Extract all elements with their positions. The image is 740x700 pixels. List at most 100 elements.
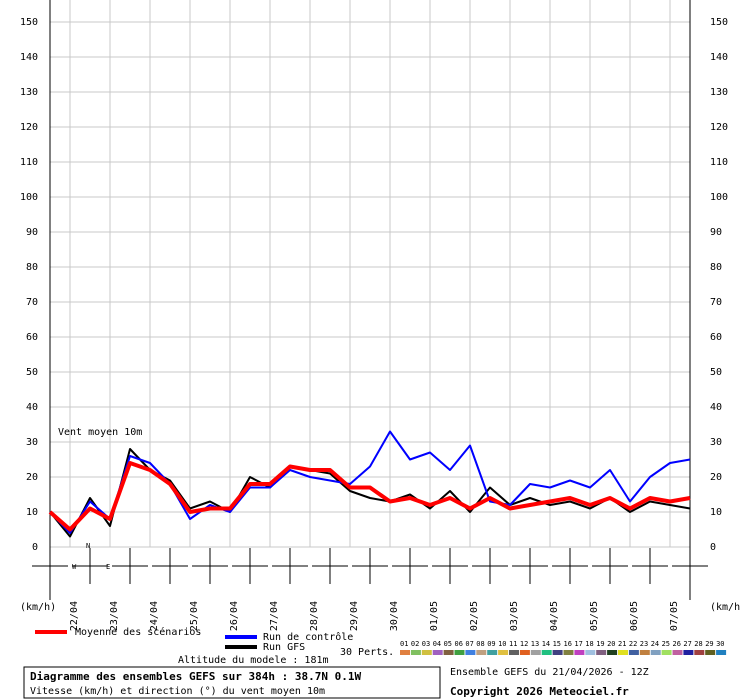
y-tick-label-right: 20 bbox=[710, 472, 722, 483]
y-tick-label: 20 bbox=[26, 472, 38, 483]
perturbation-label: 25 bbox=[662, 640, 670, 648]
legend-label: Moyenne des scénarios bbox=[75, 626, 201, 638]
x-tick-label: 26/04 bbox=[229, 601, 240, 631]
compass-e: E bbox=[106, 563, 110, 571]
perturbation-label: 01 bbox=[400, 640, 408, 648]
run-info: Ensemble GEFS du 21/04/2026 - 12Z bbox=[450, 667, 649, 678]
perturbation-swatch bbox=[650, 650, 661, 655]
perturbation-swatch bbox=[443, 650, 454, 655]
perturbation-swatch bbox=[683, 650, 694, 655]
perturbation-label: 17 bbox=[574, 640, 582, 648]
y-tick-label: 120 bbox=[20, 122, 38, 133]
y-tick-label: 80 bbox=[26, 262, 38, 273]
x-tick-label: 24/04 bbox=[149, 601, 160, 631]
perturbation-label: 08 bbox=[476, 640, 484, 648]
footer-title: Diagramme des ensembles GEFS sur 384h : … bbox=[30, 670, 362, 683]
perturbation-swatch bbox=[541, 650, 552, 655]
perturbation-swatch bbox=[432, 650, 443, 655]
y-tick-label-right: 100 bbox=[710, 192, 728, 203]
perturbation-label: 16 bbox=[564, 640, 572, 648]
perturbation-swatch bbox=[552, 650, 563, 655]
legend-label: Run GFS bbox=[263, 642, 305, 653]
perturbation-swatch bbox=[672, 650, 683, 655]
x-tick-label: 29/04 bbox=[349, 601, 360, 631]
y-tick-label: 150 bbox=[20, 17, 38, 28]
x-tick-label: 07/05 bbox=[669, 601, 680, 631]
perturbation-label: 28 bbox=[694, 640, 702, 648]
perturbation-swatch bbox=[705, 650, 716, 655]
legend-label: Run de contrôle bbox=[263, 631, 353, 643]
perturbation-swatch bbox=[410, 650, 421, 655]
y-tick-label: 130 bbox=[20, 87, 38, 98]
y-tick-label-right: 10 bbox=[710, 507, 722, 518]
y-tick-label: 60 bbox=[26, 332, 38, 343]
y-tick-label: 50 bbox=[26, 367, 38, 378]
unit-right: (km/h) bbox=[710, 602, 740, 613]
perturbation-swatch bbox=[661, 650, 672, 655]
y-tick-label-right: 60 bbox=[710, 332, 722, 343]
perturbations-label: 30 Perts. bbox=[340, 647, 394, 658]
perturbation-swatch bbox=[585, 650, 596, 655]
x-tick-label: 30/04 bbox=[389, 601, 400, 631]
perturbation-label: 05 bbox=[444, 640, 452, 648]
perturbation-label: 26 bbox=[673, 640, 681, 648]
perturbation-label: 02 bbox=[411, 640, 419, 648]
perturbation-swatch bbox=[487, 650, 498, 655]
perturbation-swatch bbox=[498, 650, 509, 655]
x-tick-label: 06/05 bbox=[629, 601, 640, 631]
x-tick-label: 04/05 bbox=[549, 601, 560, 631]
y-tick-label: 30 bbox=[26, 437, 38, 448]
perturbation-swatch bbox=[596, 650, 607, 655]
y-tick-label-right: 30 bbox=[710, 437, 722, 448]
perturbation-label: 20 bbox=[607, 640, 615, 648]
altitude: Altitude du modele : 181m bbox=[178, 655, 329, 666]
y-tick-label: 100 bbox=[20, 192, 38, 203]
perturbation-label: 14 bbox=[542, 640, 550, 648]
perturbation-swatch bbox=[628, 650, 639, 655]
perturbation-label: 29 bbox=[705, 640, 713, 648]
x-tick-label: 22/04 bbox=[69, 601, 80, 631]
perturbation-swatch bbox=[574, 650, 585, 655]
y-tick-label: 140 bbox=[20, 52, 38, 63]
y-tick-label-right: 110 bbox=[710, 157, 728, 168]
x-tick-label: 23/04 bbox=[109, 601, 120, 631]
footer-box bbox=[23, 666, 441, 699]
perturbation-label: 09 bbox=[487, 640, 495, 648]
annotation: Vent moyen 10m bbox=[58, 427, 142, 438]
perturbation-label: 15 bbox=[553, 640, 561, 648]
y-tick-label-right: 130 bbox=[710, 87, 728, 98]
perturbation-swatch bbox=[519, 650, 530, 655]
y-tick-label-right: 50 bbox=[710, 367, 722, 378]
y-tick-label: 70 bbox=[26, 297, 38, 308]
perturbation-swatch bbox=[509, 650, 519, 655]
x-tick-label: 05/05 bbox=[589, 601, 600, 631]
y-tick-label: 40 bbox=[26, 402, 38, 413]
perturbation-swatch bbox=[400, 650, 410, 655]
perturbation-label: 07 bbox=[465, 640, 473, 648]
y-tick-label-right: 70 bbox=[710, 297, 722, 308]
perturbation-label: 23 bbox=[640, 640, 648, 648]
perturbation-label: 03 bbox=[422, 640, 430, 648]
perturbation-label: 12 bbox=[520, 640, 528, 648]
perturbation-label: 18 bbox=[585, 640, 593, 648]
perturbation-label: 10 bbox=[498, 640, 506, 648]
compass-n: N bbox=[86, 542, 90, 550]
perturbation-label: 21 bbox=[618, 640, 626, 648]
y-tick-label-right: 0 bbox=[710, 542, 716, 553]
y-tick-label: 10 bbox=[26, 507, 38, 518]
y-tick-label-right: 140 bbox=[710, 52, 728, 63]
perturbation-label: 11 bbox=[509, 640, 517, 648]
x-tick-label: 02/05 bbox=[469, 601, 480, 631]
series-line bbox=[49, 430, 691, 534]
perturbation-swatch bbox=[476, 650, 487, 655]
x-tick-label: 28/04 bbox=[309, 601, 320, 631]
y-tick-label-right: 80 bbox=[710, 262, 722, 273]
compass-w: W bbox=[72, 563, 77, 571]
y-tick-label-right: 90 bbox=[710, 227, 722, 238]
y-tick-label-right: 150 bbox=[710, 17, 728, 28]
x-tick-label: 03/05 bbox=[509, 601, 520, 631]
y-tick-label-right: 40 bbox=[710, 402, 722, 413]
perturbation-swatch bbox=[465, 650, 476, 655]
x-tick-label: 27/04 bbox=[269, 601, 280, 631]
y-tick-label: 90 bbox=[26, 227, 38, 238]
